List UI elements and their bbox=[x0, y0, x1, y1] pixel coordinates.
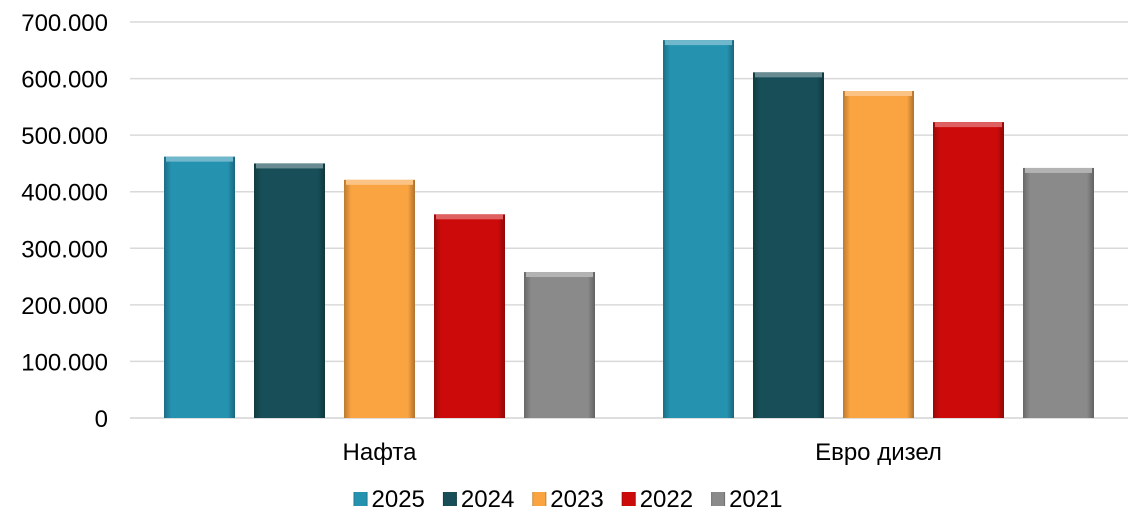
bar bbox=[164, 156, 235, 418]
bar-group bbox=[843, 91, 914, 418]
bar bbox=[344, 179, 415, 418]
bar bbox=[663, 40, 734, 419]
bar-group bbox=[164, 156, 235, 418]
bar bbox=[843, 91, 914, 418]
bar-top-highlight bbox=[1025, 167, 1092, 173]
bar bbox=[434, 214, 505, 418]
y-tick-label: 400.000 bbox=[21, 180, 108, 207]
bar-top-highlight bbox=[935, 122, 1002, 128]
bar-top-highlight bbox=[436, 214, 503, 220]
bar-group bbox=[663, 40, 734, 419]
x-axis-categories: Нафта Евро дизел bbox=[343, 439, 942, 466]
legend-swatch bbox=[621, 492, 636, 506]
legend-swatch bbox=[442, 492, 457, 506]
bar-top-highlight bbox=[166, 156, 233, 162]
bar bbox=[933, 122, 1004, 418]
legend: 2025 2024 2023 2022 2021 bbox=[353, 486, 782, 513]
x-category-label: Нафта bbox=[343, 439, 418, 466]
bar-group bbox=[933, 122, 1004, 418]
bar-group bbox=[254, 163, 325, 418]
y-tick-label: 700.000 bbox=[21, 10, 108, 37]
y-tick-label: 300.000 bbox=[21, 236, 108, 263]
legend-item: 2023 bbox=[532, 486, 604, 513]
bar bbox=[524, 272, 595, 418]
legend-label: 2024 bbox=[461, 486, 514, 513]
bar-top-highlight bbox=[346, 179, 413, 185]
bar-top-highlight bbox=[526, 272, 593, 278]
x-category-label: Евро дизел bbox=[815, 439, 942, 466]
y-tick-label: 0 bbox=[95, 406, 108, 433]
legend-item: 2024 bbox=[442, 486, 514, 513]
y-tick-label: 600.000 bbox=[21, 67, 108, 94]
bar-group bbox=[344, 179, 415, 418]
legend-label: 2022 bbox=[640, 486, 693, 513]
bar-top-highlight bbox=[755, 72, 822, 78]
bar-top-highlight bbox=[256, 163, 323, 169]
legend-item: 2021 bbox=[711, 486, 782, 513]
bar bbox=[1023, 167, 1094, 418]
bar-group bbox=[1023, 167, 1094, 418]
bar bbox=[753, 72, 824, 418]
y-tick-label: 200.000 bbox=[21, 293, 108, 320]
y-tick-label: 100.000 bbox=[21, 349, 108, 376]
y-tick-label: 500.000 bbox=[21, 123, 108, 150]
legend-item: 2025 bbox=[353, 486, 425, 513]
bar-group bbox=[434, 214, 505, 418]
y-axis-ticks: 0 100.000 200.000 300.000 400.000 500.000 600.… bbox=[21, 10, 108, 433]
bar-top-highlight bbox=[845, 91, 912, 97]
bar-top-highlight bbox=[665, 40, 732, 46]
legend-swatch bbox=[532, 492, 547, 506]
legend-swatch bbox=[353, 492, 368, 506]
legend-label: 2021 bbox=[729, 486, 782, 513]
legend-label: 2023 bbox=[550, 486, 603, 513]
bar-group bbox=[524, 272, 595, 418]
legend-item: 2022 bbox=[621, 486, 693, 513]
bar bbox=[254, 163, 325, 418]
legend-swatch bbox=[711, 492, 726, 506]
legend-label: 2025 bbox=[372, 486, 425, 513]
bar-group bbox=[753, 72, 824, 418]
bars bbox=[164, 40, 1094, 419]
